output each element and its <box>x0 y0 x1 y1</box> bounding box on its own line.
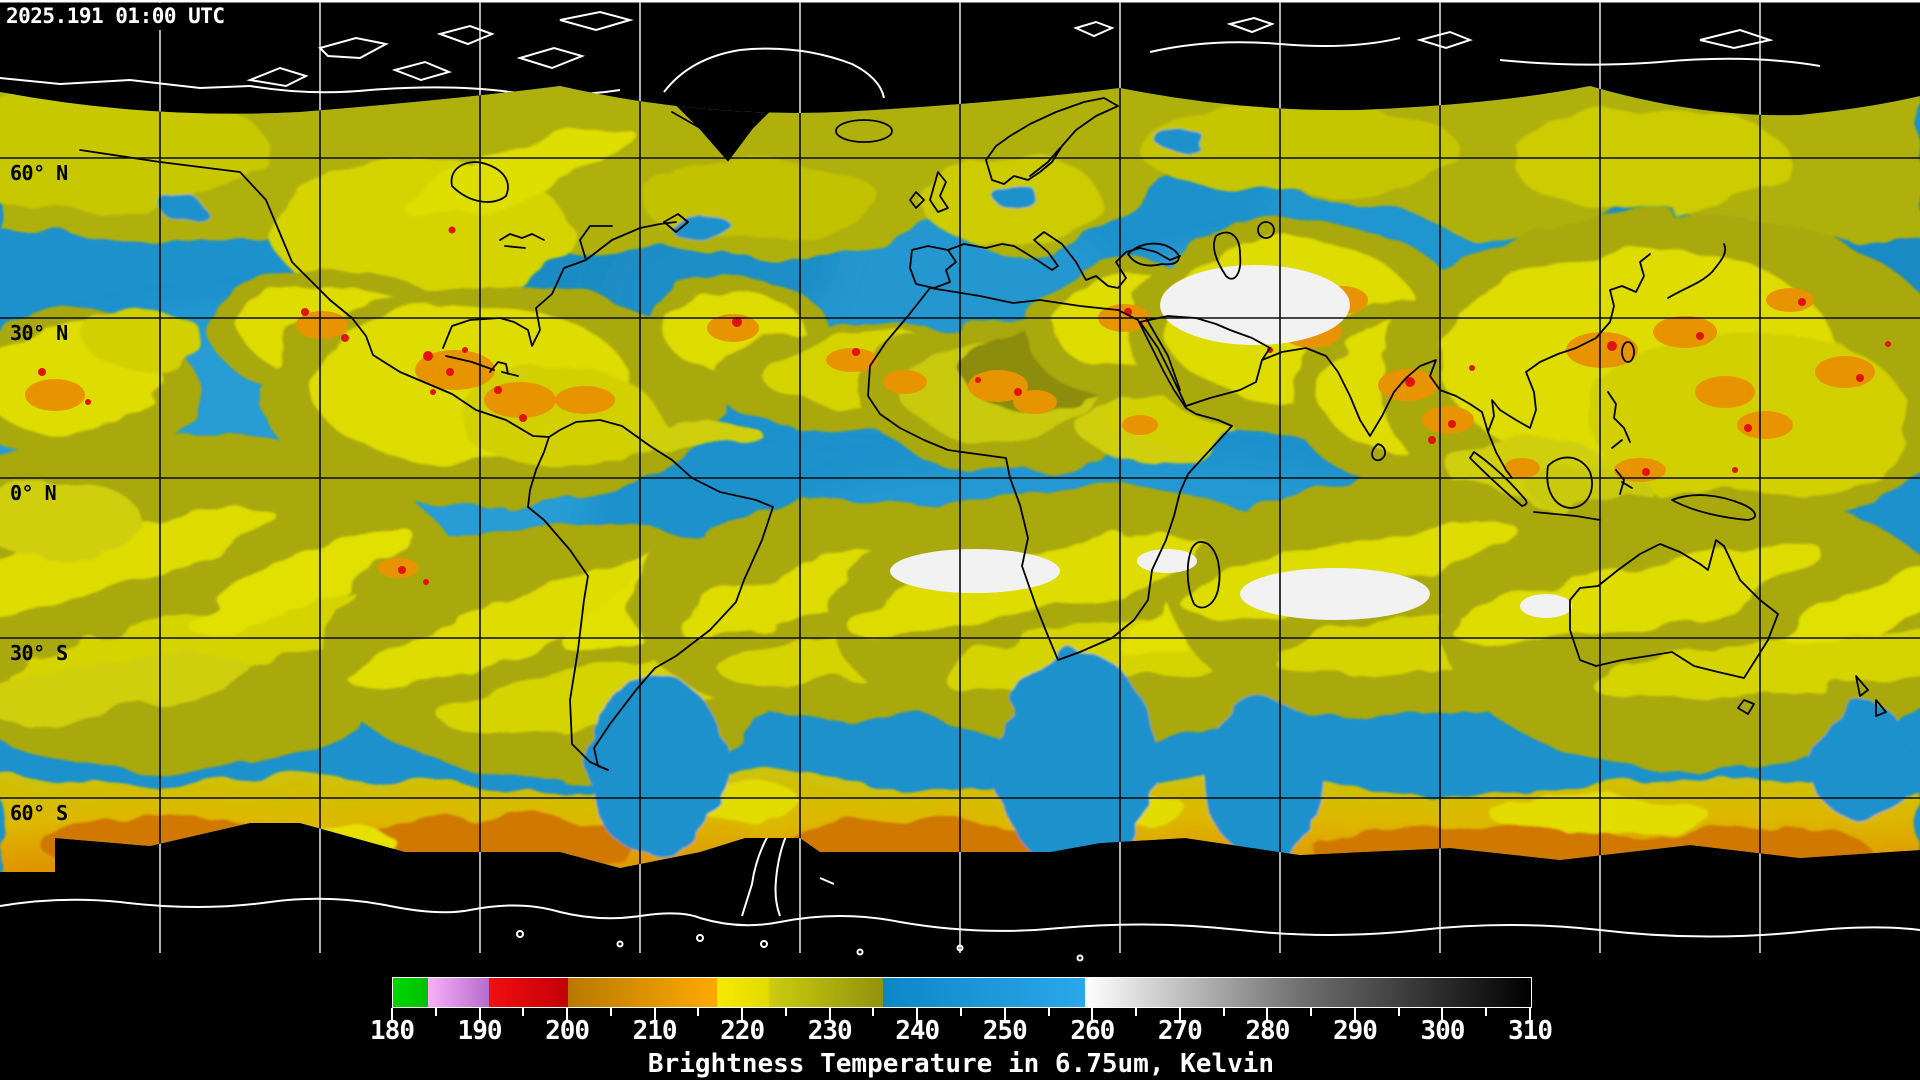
colorbar-tick <box>391 1008 393 1023</box>
colorbar-tick <box>1091 1008 1094 1023</box>
grid-black <box>0 86 1920 872</box>
colorbar-tick <box>828 1008 831 1023</box>
colorbar-tick-label: 260 <box>1070 1016 1115 1046</box>
colorbar-tick <box>1266 1008 1269 1023</box>
colorbar-segment <box>883 978 1085 1007</box>
colorbar-segment <box>568 978 717 1007</box>
colorbar-tick-label: 290 <box>1332 1016 1378 1046</box>
colorbar-tick <box>916 1008 919 1023</box>
latitude-label-60s: 60° S <box>10 801 68 825</box>
colorbar-tick <box>1222 1008 1225 1016</box>
colorbar-tick <box>653 1008 656 1023</box>
warm-white-patches <box>890 265 1572 620</box>
colorbar-tick <box>1529 1008 1531 1023</box>
map-top-border <box>0 0 1920 3</box>
colorbar-tick-label: 220 <box>720 1016 765 1046</box>
colorbar-caption: Brightness Temperature in 6.75um, Kelvin <box>647 1049 1275 1079</box>
colorbar-segment <box>393 978 428 1007</box>
colorbar-tick-label: 200 <box>545 1016 590 1046</box>
colorbar-tick-label: 280 <box>1245 1016 1290 1046</box>
colorbar-tick <box>434 1008 437 1016</box>
latitude-label-0n: 0° N <box>10 481 57 505</box>
colorbar-tick-label: 240 <box>895 1016 940 1046</box>
colorbar-tick <box>960 1008 962 1016</box>
colorbar-gradient <box>392 977 1532 1008</box>
colorbar-segment <box>489 978 569 1007</box>
colorbar-segment <box>1084 978 1304 1007</box>
colorbar-tick <box>872 1008 875 1016</box>
colorbar-tick <box>741 1008 744 1023</box>
antarctic-islands <box>516 930 1084 962</box>
colorbar-tick-label: 190 <box>457 1016 503 1046</box>
colorbar-tick <box>1178 1008 1181 1023</box>
colorbar-tick <box>1353 1008 1356 1023</box>
colorbar-tick <box>478 1008 481 1023</box>
colorbar-tick <box>784 1008 787 1016</box>
colorbar-tick-label: 250 <box>982 1016 1028 1046</box>
colorbar-tick <box>697 1008 700 1016</box>
colorbar-tick <box>566 1008 569 1023</box>
colorbar-tick <box>1003 1008 1006 1023</box>
colorbar-tick-label: 210 <box>632 1016 678 1046</box>
colorbar-tick <box>1397 1008 1400 1016</box>
colorbar-segment <box>428 978 490 1007</box>
latitude-label-30n: 30° N <box>10 321 68 345</box>
colorbar-tick <box>1441 1008 1444 1023</box>
colorbar-segment <box>1303 978 1531 1007</box>
colorbar-tick <box>1485 1008 1488 1016</box>
colorbar-tick <box>1135 1008 1138 1016</box>
colorbar-segment <box>716 978 770 1007</box>
timestamp-label: 2025.191 01:00 UTC <box>4 3 231 30</box>
colorbar-segment <box>769 978 884 1007</box>
colorbar: 180 190 200 210 220 230 240 250 260 270 280 290 300 3… <box>370 977 1553 1079</box>
colorbar-tick-label: 310 <box>1508 1016 1553 1046</box>
colorbar-tick <box>1047 1008 1050 1016</box>
colorbar-tick-label: 270 <box>1157 1016 1203 1046</box>
latitude-label-60n: 60° N <box>10 161 68 185</box>
coastlines <box>79 93 1887 771</box>
colorbar-tick-label: 180 <box>370 1016 415 1046</box>
colorbar-tick <box>522 1008 525 1016</box>
colorbar-tick-label: 300 <box>1420 1016 1465 1046</box>
colorbar-tick <box>1310 1008 1313 1016</box>
colorbar-tick-label: 230 <box>807 1016 853 1046</box>
latitude-label-30s: 30° S <box>10 641 68 665</box>
colorbar-ticks <box>391 1008 1531 1024</box>
colorbar-labels: 180 190 200 210 220 230 240 250 260 270 280 290 300 3… <box>370 1016 1553 1046</box>
colorbar-tick <box>609 1008 612 1016</box>
